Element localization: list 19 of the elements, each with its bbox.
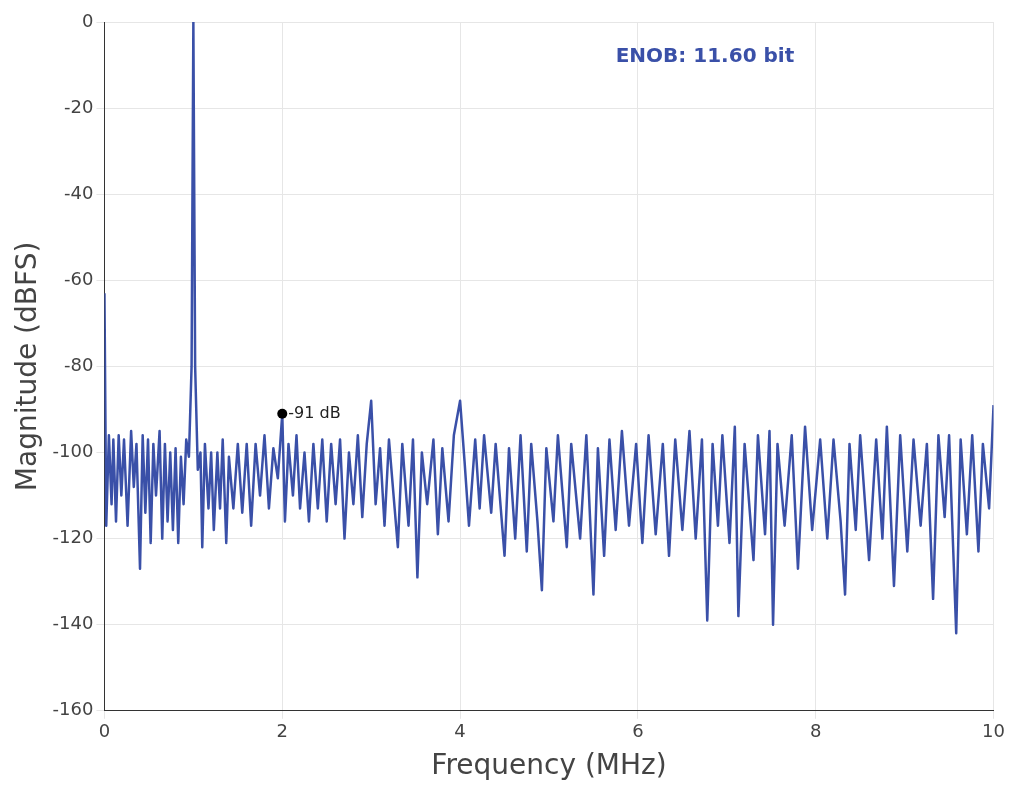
annotation: ENOB: 11.60 bit	[615, 43, 795, 68]
y-tick-label: -80	[64, 354, 94, 376]
y-tick-label: 0	[82, 9, 94, 31]
y-tick-label: -100	[52, 440, 94, 462]
x-tick-label: 6	[632, 720, 644, 742]
x-tick-label: 4	[454, 720, 466, 742]
x-axis-title: Frequency (MHz)	[431, 748, 667, 782]
y-tick-label: -120	[52, 526, 94, 548]
y-tick-label: -40	[64, 181, 94, 203]
annotation: -91 dB	[288, 402, 341, 422]
y-tick-label: -60	[64, 267, 94, 289]
y-tick-label: -20	[64, 95, 94, 117]
x-tick-label: 10	[982, 720, 1005, 742]
y-tick-label: -160	[52, 698, 94, 720]
y-axis-title: Magnitude (dBFS)	[10, 241, 44, 492]
y-tick-label: -140	[52, 612, 94, 634]
x-tick-label: 0	[98, 720, 111, 742]
x-tick-label: 2	[276, 720, 288, 742]
x-tick-label: 8	[810, 720, 822, 742]
